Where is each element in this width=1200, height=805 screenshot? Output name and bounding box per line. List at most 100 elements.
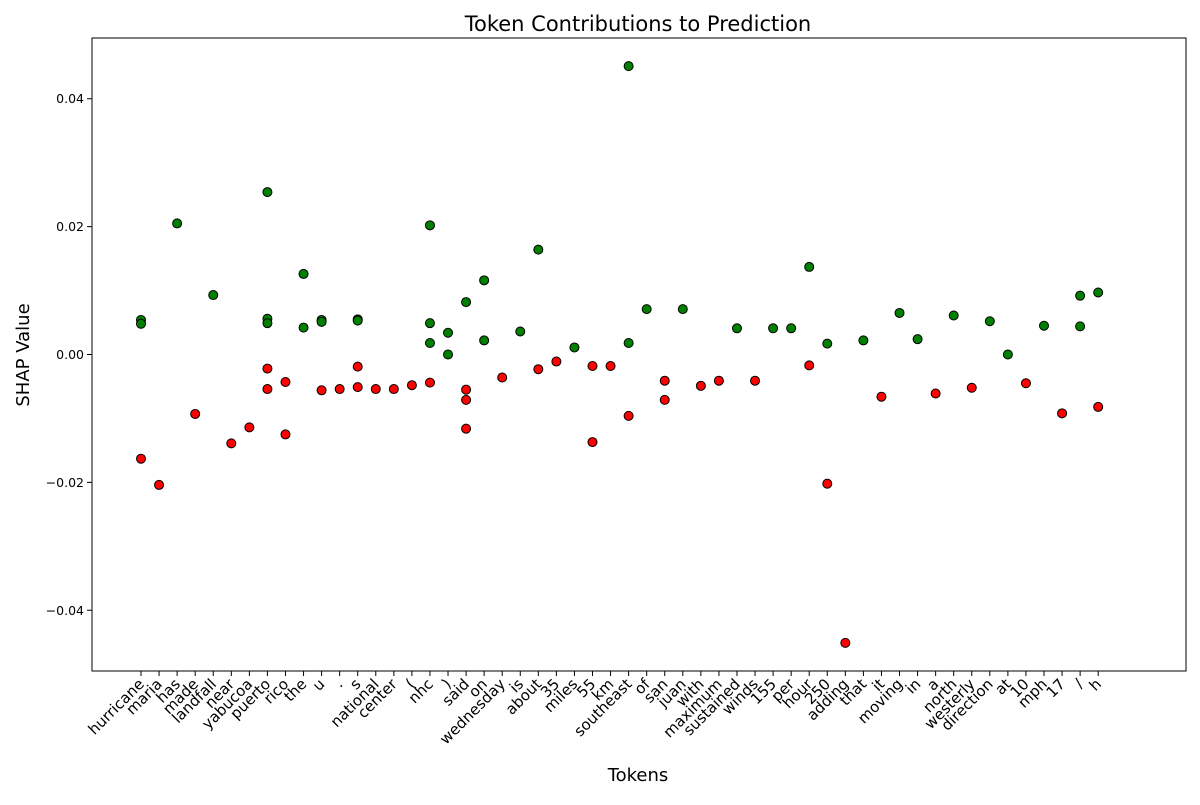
data-point — [190, 408, 201, 419]
data-point — [443, 327, 454, 338]
data-point — [587, 361, 598, 372]
data-point — [262, 187, 273, 198]
y-tick-label: 0.00 — [56, 347, 84, 362]
data-point — [280, 429, 291, 440]
data-point — [1002, 349, 1013, 360]
data-point — [768, 323, 779, 334]
data-point — [713, 375, 724, 386]
y-axis-label: SHAP Value — [13, 303, 34, 406]
data-point — [731, 323, 742, 334]
y-tick-label: −0.04 — [46, 603, 84, 618]
data-point — [406, 380, 417, 391]
data-point — [912, 334, 923, 345]
data-point — [352, 315, 363, 326]
data-point — [226, 438, 237, 449]
data-point — [569, 342, 580, 353]
x-tick-label: . — [330, 675, 346, 691]
data-point — [533, 364, 544, 375]
data-point — [424, 220, 435, 231]
data-point — [966, 382, 977, 393]
data-point — [424, 337, 435, 348]
data-point — [280, 376, 291, 387]
data-point — [497, 372, 508, 383]
x-tick-label: in — [902, 675, 924, 697]
data-point — [894, 307, 905, 318]
data-point — [1093, 401, 1104, 412]
data-point — [298, 322, 309, 333]
data-point — [461, 384, 472, 395]
data-point — [443, 349, 454, 360]
data-point — [262, 384, 273, 395]
data-point — [316, 316, 327, 327]
data-point — [623, 337, 634, 348]
data-point — [370, 384, 381, 395]
data-point — [750, 375, 761, 386]
data-point — [695, 380, 706, 391]
x-tick-label: 17 — [1043, 675, 1069, 701]
data-point — [930, 388, 941, 399]
data-point — [1057, 408, 1068, 419]
data-point — [677, 304, 688, 315]
data-point — [262, 318, 273, 329]
data-point — [461, 297, 472, 308]
data-point — [876, 391, 887, 402]
data-point — [244, 422, 255, 433]
data-point — [822, 338, 833, 349]
data-point — [479, 275, 490, 286]
chart-title: Token Contributions to Prediction — [464, 12, 812, 36]
data-point — [659, 394, 670, 405]
y-tick-label: 0.04 — [56, 91, 84, 106]
data-point — [461, 423, 472, 434]
data-point — [1075, 290, 1086, 301]
data-point — [1020, 378, 1031, 389]
data-point — [786, 323, 797, 334]
data-point — [587, 437, 598, 448]
data-point — [154, 479, 165, 490]
data-point — [515, 326, 526, 337]
data-point — [479, 335, 490, 346]
data-point — [352, 382, 363, 393]
x-axis-label: Tokens — [607, 765, 669, 786]
x-tick-label: the — [280, 675, 310, 705]
data-point — [334, 384, 345, 395]
data-point — [623, 410, 634, 421]
data-point — [804, 261, 815, 272]
data-point — [804, 360, 815, 371]
data-point — [551, 356, 562, 367]
data-point — [262, 363, 273, 374]
data-point — [858, 335, 869, 346]
x-tick-label: / — [1071, 674, 1088, 691]
data-point — [1093, 287, 1104, 298]
data-point — [659, 375, 670, 386]
data-point — [388, 384, 399, 395]
data-point — [461, 394, 472, 405]
x-tick-label: u — [309, 675, 328, 694]
data-point — [136, 453, 146, 464]
data-point — [641, 304, 652, 315]
data-point — [424, 377, 435, 388]
data-point — [822, 478, 833, 489]
x-tick-label: h — [1086, 675, 1105, 694]
y-tick-label: 0.02 — [56, 219, 84, 234]
data-point — [316, 385, 327, 396]
data-point — [208, 290, 219, 301]
data-point — [840, 637, 851, 648]
y-tick-label: −0.02 — [46, 475, 84, 490]
data-point — [605, 361, 616, 372]
data-point — [1039, 320, 1049, 331]
y-axis: −0.04 −0.02 0.00 0.02 0.04 — [46, 91, 92, 618]
data-point — [298, 268, 309, 279]
data-point — [136, 318, 146, 329]
data-point — [623, 61, 634, 72]
data-point — [533, 244, 544, 255]
data-point — [984, 316, 995, 327]
data-points — [136, 61, 1104, 648]
plot-frame — [91, 37, 1187, 672]
data-point — [424, 318, 435, 329]
x-axis: hurricanemariahasmadelandfallnearyabucoa… — [85, 671, 1105, 748]
data-point — [1075, 321, 1086, 332]
data-point — [352, 361, 363, 372]
data-point — [948, 310, 959, 321]
